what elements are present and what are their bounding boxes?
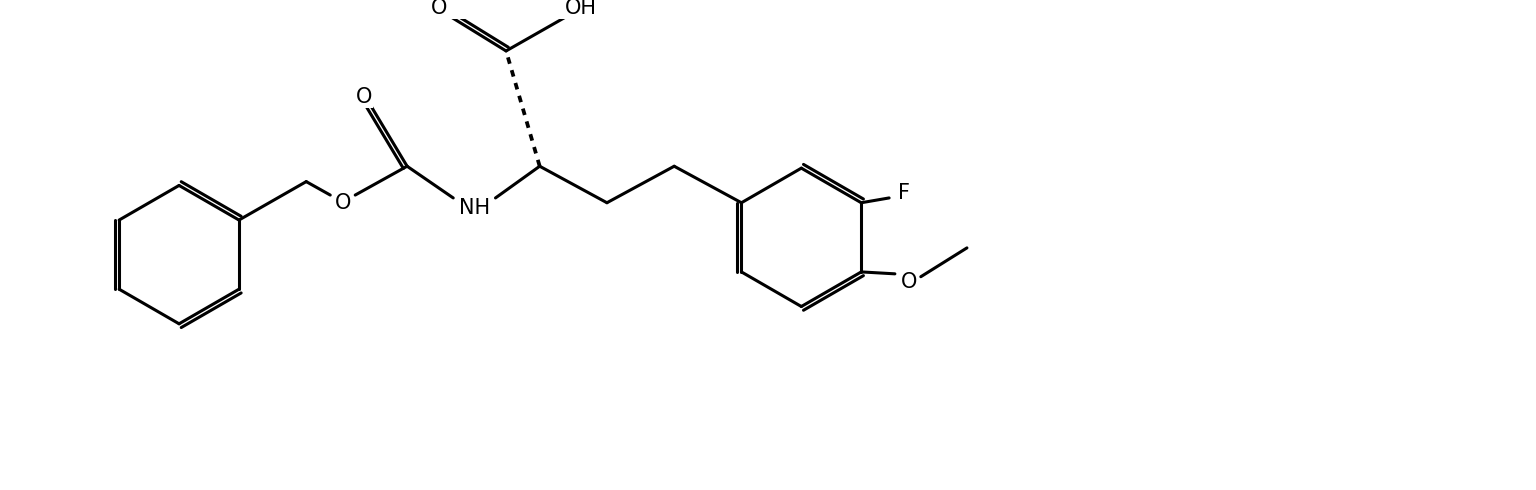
Text: O: O (356, 87, 372, 107)
Text: F: F (899, 183, 911, 203)
Text: O: O (335, 193, 350, 213)
Text: OH: OH (565, 0, 598, 18)
Text: O: O (430, 0, 447, 18)
Text: NH: NH (459, 197, 490, 218)
Text: O: O (902, 271, 917, 292)
